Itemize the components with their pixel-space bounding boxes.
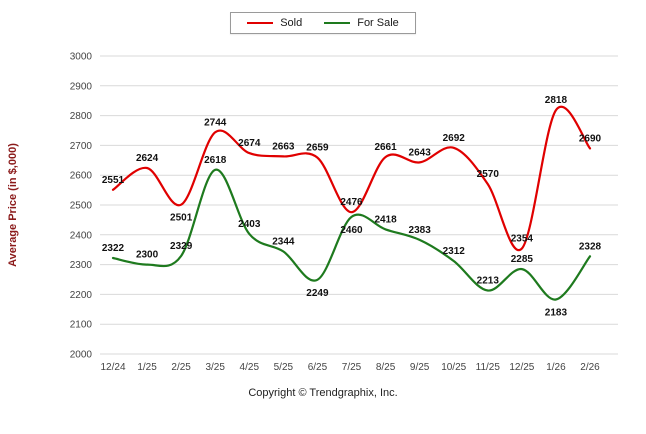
data-label: 2344 [272, 236, 295, 247]
y-tick-label: 2800 [70, 111, 93, 122]
x-tick-label: 9/25 [410, 362, 430, 373]
y-tick-label: 2700 [70, 141, 93, 152]
data-label: 2663 [272, 141, 295, 152]
data-label: 2403 [238, 219, 261, 230]
x-tick-label: 12/24 [100, 362, 125, 373]
x-tick-label: 1/26 [546, 362, 566, 373]
data-label: 2659 [306, 143, 329, 154]
y-tick-label: 3000 [70, 52, 93, 63]
data-label: 2383 [409, 225, 432, 236]
data-label: 2328 [579, 241, 602, 252]
for-sale-line [111, 168, 592, 301]
data-label: 2690 [579, 133, 602, 144]
data-label: 2213 [477, 276, 500, 287]
data-label: 2300 [136, 250, 159, 261]
line-chart: 2000 2100 2200 2300 2400 2500 2600 2700 2800 2900… [7, 52, 618, 373]
x-tick-label: 8/25 [376, 362, 396, 373]
legend-box: Sold For Sale [230, 12, 416, 34]
data-label: 2570 [477, 169, 500, 180]
x-tick-label: 5/25 [274, 362, 294, 373]
y-tick-label: 2300 [70, 260, 93, 271]
legend-item-sold: Sold [247, 17, 302, 29]
data-label: 2744 [204, 117, 227, 128]
data-label: 2354 [511, 234, 534, 245]
sold-line [111, 105, 592, 252]
chart-legend: Sold For Sale [0, 12, 646, 34]
data-label: 2501 [170, 213, 193, 224]
y-tick-label: 2900 [70, 81, 93, 92]
x-tick-label: 1/25 [137, 362, 157, 373]
y-tick-label: 2200 [70, 290, 93, 301]
legend-item-for-sale: For Sale [324, 17, 399, 29]
y-tick-label: 2100 [70, 320, 93, 331]
y-tick-label: 2400 [70, 230, 93, 241]
x-tick-label: 7/25 [342, 362, 362, 373]
legend-label-for-sale: For Sale [357, 17, 399, 29]
data-label: 2618 [204, 155, 227, 166]
data-label: 2818 [545, 95, 568, 106]
x-tick-label: 12/25 [509, 362, 534, 373]
sold-line-swatch [247, 22, 274, 24]
data-label: 2460 [340, 225, 363, 236]
data-label: 2643 [409, 147, 432, 158]
data-label: 2285 [511, 254, 534, 265]
y-tick-label: 2500 [70, 201, 93, 212]
x-tick-label: 3/25 [205, 362, 225, 373]
data-label: 2322 [102, 243, 125, 254]
x-tick-label: 2/26 [580, 362, 600, 373]
data-label: 2692 [443, 133, 466, 144]
x-tick-label: 4/25 [240, 362, 260, 373]
data-label: 2329 [170, 241, 193, 252]
data-label: 2249 [306, 288, 329, 299]
x-tick-label: 6/25 [308, 362, 328, 373]
y-axis-title: Average Price (in $,000) [7, 143, 19, 267]
data-label: 2183 [545, 307, 568, 318]
data-label: 2418 [374, 214, 397, 225]
chart-area: 2000 2100 2200 2300 2400 2500 2600 2700 2800 2900… [0, 36, 646, 387]
data-label: 2312 [443, 246, 466, 257]
data-label: 2674 [238, 138, 261, 149]
data-label: 2551 [102, 175, 125, 186]
legend-label-sold: Sold [280, 17, 303, 29]
data-label: 2661 [374, 142, 397, 153]
data-label: 2624 [136, 153, 159, 164]
y-tick-label: 2000 [70, 350, 93, 361]
x-tick-label: 11/25 [476, 362, 501, 373]
copyright-text: Copyright © Trendgraphix, Inc. [248, 387, 398, 399]
data-label: 2476 [340, 197, 363, 208]
y-tick-label: 2600 [70, 171, 93, 182]
x-tick-label: 2/25 [171, 362, 191, 373]
x-tick-label: 10/25 [441, 362, 466, 373]
for-sale-line-swatch [324, 22, 351, 24]
